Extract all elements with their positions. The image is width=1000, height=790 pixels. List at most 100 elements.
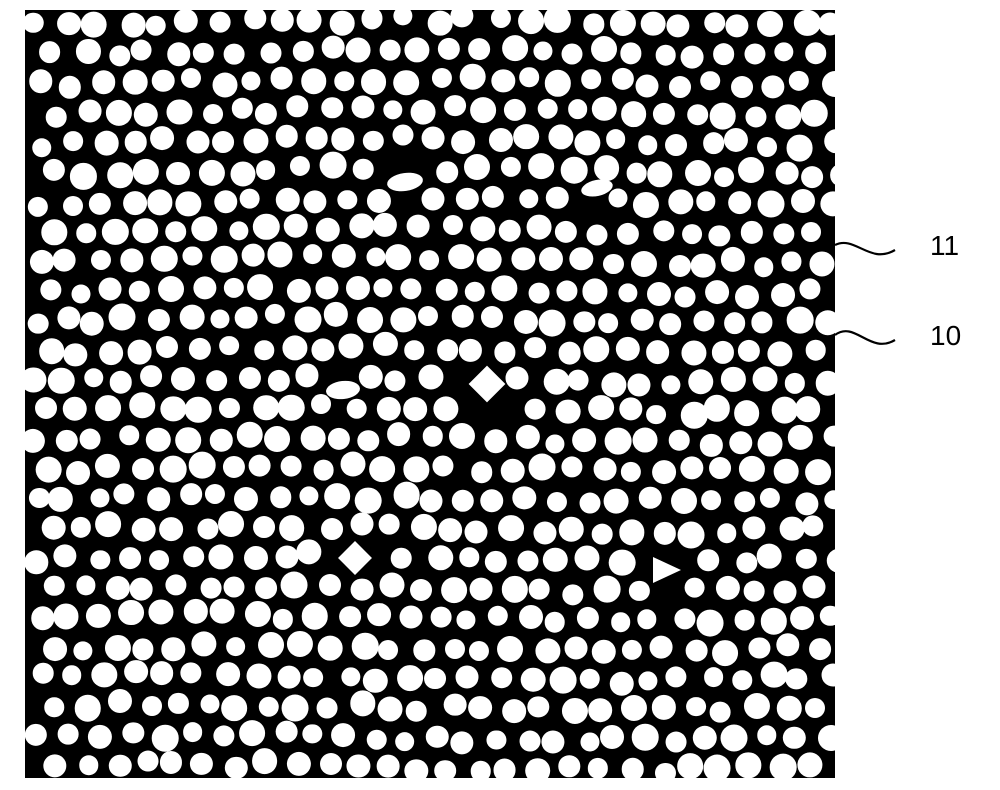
- dot: [444, 693, 467, 716]
- dot: [25, 13, 44, 33]
- dot: [667, 14, 690, 37]
- dot: [225, 756, 247, 778]
- dot: [181, 68, 201, 88]
- dot: [113, 483, 134, 504]
- callout-label-10: 10: [930, 320, 961, 352]
- dot: [162, 637, 185, 660]
- dot: [339, 606, 361, 628]
- dot: [239, 720, 265, 746]
- dot: [641, 11, 666, 36]
- dot: [445, 639, 465, 659]
- dot: [218, 511, 244, 537]
- dot: [331, 723, 355, 747]
- dot: [229, 221, 248, 240]
- dot: [647, 161, 672, 186]
- dot: [456, 610, 475, 629]
- dot: [684, 577, 705, 598]
- dot: [373, 278, 392, 297]
- dot: [275, 125, 298, 148]
- dot: [437, 340, 459, 362]
- dot: [406, 214, 429, 237]
- dot: [575, 545, 600, 570]
- dot: [102, 219, 128, 245]
- dot: [568, 99, 588, 119]
- dot: [594, 575, 621, 602]
- dot: [728, 191, 752, 215]
- dot: [252, 748, 278, 774]
- dot: [186, 131, 209, 154]
- dot: [805, 459, 831, 485]
- dot: [278, 666, 301, 689]
- dot: [605, 428, 632, 455]
- dot: [639, 487, 661, 509]
- dot: [621, 695, 647, 721]
- dot: [459, 63, 486, 90]
- dot: [194, 276, 217, 299]
- dot: [529, 454, 556, 481]
- dot: [131, 40, 152, 61]
- dot: [378, 640, 398, 660]
- dot: [189, 452, 216, 479]
- dot: [48, 367, 74, 393]
- dot: [517, 551, 538, 572]
- dot: [142, 696, 162, 716]
- dot: [213, 725, 234, 746]
- figure-stage: 1110: [0, 0, 1000, 790]
- dot: [201, 577, 222, 598]
- dot: [25, 550, 48, 573]
- dot: [123, 70, 148, 95]
- dot: [824, 130, 835, 154]
- dot: [406, 701, 427, 722]
- dot: [121, 13, 146, 38]
- dot: [405, 759, 428, 778]
- dot: [80, 11, 107, 38]
- dot: [555, 221, 577, 243]
- dot: [199, 160, 225, 186]
- dot: [654, 522, 676, 544]
- dot: [704, 667, 724, 687]
- dot: [180, 305, 205, 330]
- dot: [322, 36, 345, 59]
- dot: [92, 70, 116, 94]
- dot: [721, 367, 745, 391]
- dot: [610, 10, 636, 36]
- dot: [303, 244, 323, 264]
- dot: [180, 483, 202, 505]
- dot: [820, 191, 835, 216]
- dot: [301, 68, 327, 94]
- dot: [133, 159, 159, 185]
- dot: [190, 753, 212, 775]
- dot: [210, 599, 235, 624]
- dot: [685, 160, 711, 186]
- dot: [757, 725, 776, 744]
- dot: [714, 167, 734, 187]
- dot: [487, 606, 507, 626]
- dot: [677, 522, 704, 549]
- dot: [295, 364, 318, 387]
- dot: [287, 752, 311, 776]
- dot: [404, 37, 429, 62]
- dot: [562, 584, 583, 605]
- dot: [373, 332, 397, 356]
- dot: [470, 97, 496, 123]
- dot: [799, 279, 820, 300]
- dot: [805, 43, 827, 65]
- dot: [303, 190, 326, 213]
- dot: [259, 632, 285, 658]
- dot: [109, 371, 132, 394]
- dot: [296, 540, 321, 565]
- dot: [818, 725, 835, 751]
- dot: [338, 190, 357, 209]
- dot: [363, 669, 387, 693]
- dot: [655, 763, 675, 778]
- dot: [133, 103, 157, 127]
- dot: [62, 665, 82, 685]
- dot: [635, 75, 658, 98]
- dot: [175, 427, 201, 453]
- dot: [350, 690, 375, 715]
- dot: [577, 607, 599, 629]
- dot: [152, 725, 179, 752]
- dot: [184, 599, 208, 623]
- dot: [736, 753, 761, 778]
- dot: [64, 343, 87, 366]
